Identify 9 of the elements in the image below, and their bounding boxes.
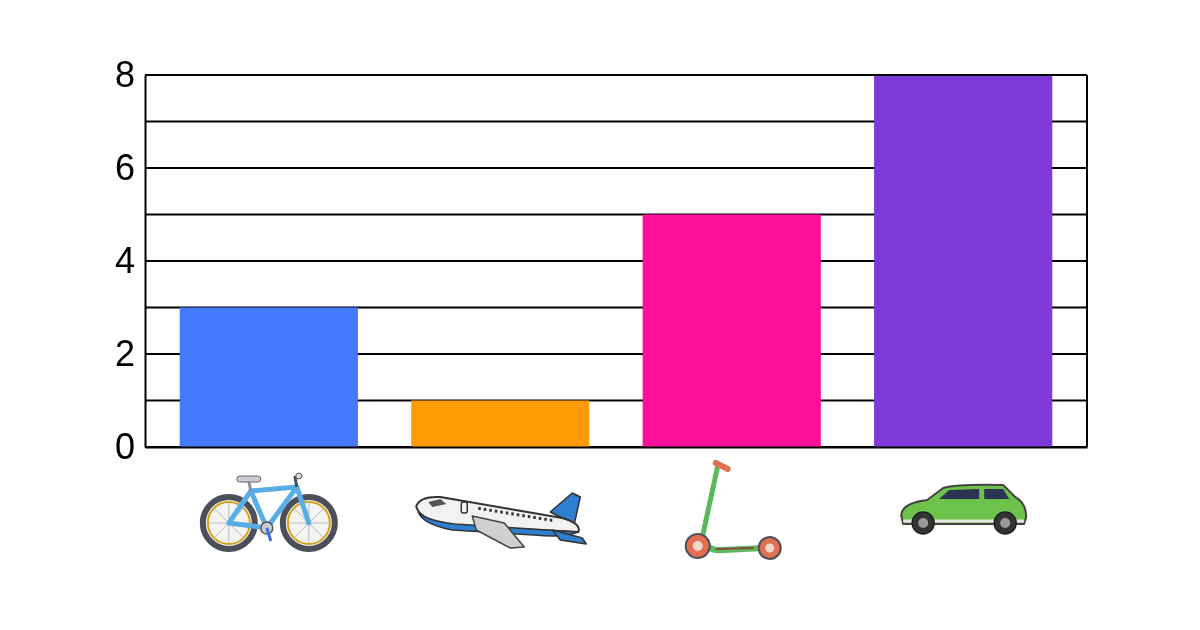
bar bbox=[179, 307, 358, 447]
y-tick-label: 4 bbox=[114, 240, 135, 282]
bar bbox=[642, 214, 821, 447]
y-tick-label: 8 bbox=[114, 54, 135, 96]
bar bbox=[874, 75, 1053, 447]
y-tick-label: 2 bbox=[114, 333, 135, 375]
bar bbox=[411, 400, 590, 447]
y-tick-label: 0 bbox=[114, 426, 135, 468]
y-tick-label: 6 bbox=[114, 147, 135, 189]
